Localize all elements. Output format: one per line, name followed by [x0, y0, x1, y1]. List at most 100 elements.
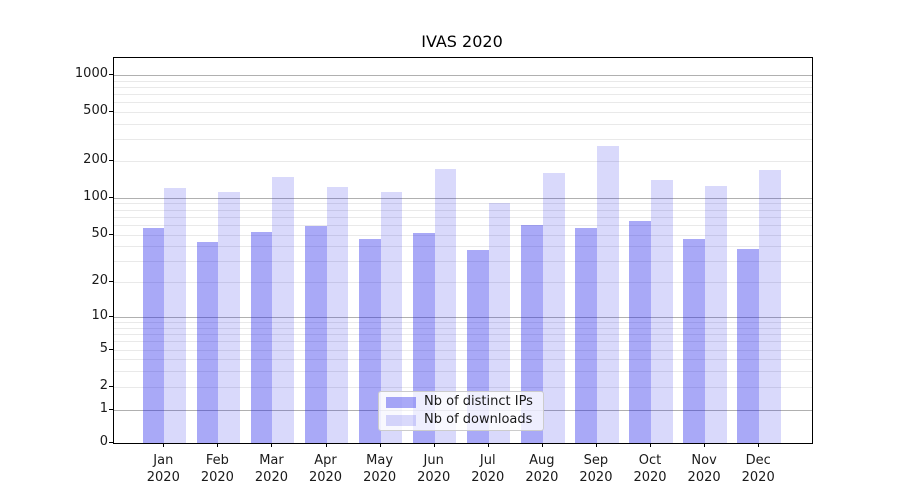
x-axis-tick [379, 443, 381, 447]
gridline-minor [114, 333, 812, 335]
bar-downloads [218, 191, 241, 443]
x-tick-label-line: 2020 [254, 470, 288, 485]
bar-distinct-ips [521, 224, 543, 443]
bar-downloads [651, 179, 673, 443]
y-tick-label: 1 [99, 401, 108, 416]
x-tick-label-line: Jan [153, 453, 174, 468]
bar-distinct-ips [629, 220, 651, 443]
gridline-minor [114, 139, 812, 141]
gridline-minor [114, 341, 812, 343]
gridline-minor [114, 260, 812, 262]
bar-downloads [596, 145, 619, 443]
bar-distinct-ips [250, 232, 273, 443]
y-tick-label: 1000 [74, 66, 108, 81]
bar-downloads [272, 176, 295, 443]
bar-downloads [488, 202, 511, 443]
bar-downloads [705, 185, 727, 443]
y-axis-tick [109, 196, 113, 198]
x-tick-label: Apr 2020 [296, 452, 356, 486]
plot-area [113, 57, 813, 444]
bar-distinct-ips [196, 242, 219, 443]
x-tick-label: Aug 2020 [512, 452, 572, 486]
x-tick-label-line: Feb [205, 453, 229, 468]
x-axis-tick [271, 443, 273, 447]
y-axis-tick [109, 316, 113, 317]
x-tick-label: May 2020 [350, 452, 410, 486]
bar-distinct-ips [304, 225, 327, 443]
bar-downloads [326, 186, 349, 443]
x-tick-label: Mar 2020 [241, 452, 301, 486]
x-tick-label: Jul 2020 [458, 452, 518, 486]
bar-downloads [759, 170, 781, 443]
y-axis-tick [109, 349, 113, 350]
x-tick-label-line: 2020 [417, 470, 451, 485]
bar-downloads [434, 168, 457, 443]
gridline-minor [114, 327, 812, 329]
gridline-minor [114, 370, 812, 372]
x-tick-label-line: Jun [423, 453, 444, 468]
x-tick-label-line: 2020 [525, 470, 559, 485]
gridline-minor [114, 203, 812, 205]
gridline-minor [114, 123, 812, 125]
x-tick-label-line: 2020 [579, 470, 613, 485]
bar-distinct-ips [737, 248, 760, 443]
x-tick-label-line: 2020 [741, 470, 775, 485]
legend-swatch-downloads [386, 414, 416, 426]
gridline-minor [114, 359, 812, 360]
y-axis-tick [109, 160, 113, 161]
x-tick-label-line: Apr [314, 453, 337, 468]
x-axis-tick [595, 443, 597, 447]
y-axis-tick [109, 233, 113, 235]
x-axis-tick [487, 443, 489, 447]
bar-downloads [380, 192, 403, 443]
y-tick-label: 0 [99, 434, 108, 449]
gridline-minor [114, 161, 812, 162]
x-tick-label-line: 2020 [146, 470, 180, 485]
x-tick-label: Dec 2020 [728, 452, 788, 486]
x-axis-tick [541, 443, 543, 447]
gridline-major [114, 197, 812, 199]
y-axis-tick [109, 409, 113, 410]
y-tick-label: 10 [91, 308, 108, 323]
x-tick-label-line: 2020 [633, 470, 667, 485]
x-tick-label-line: 2020 [308, 470, 343, 485]
gridline-minor [114, 93, 812, 95]
y-tick-label: 50 [91, 225, 108, 241]
x-axis-tick [758, 443, 760, 447]
x-tick-label: Nov 2020 [674, 452, 734, 486]
chart-title: IVAS 2020 [421, 32, 503, 51]
y-tick-label: 2 [99, 378, 108, 393]
legend-swatch-distinct-ips [386, 396, 416, 408]
bar-distinct-ips [142, 227, 165, 443]
gridline-minor [114, 246, 812, 248]
x-tick-label-line: 2020 [200, 470, 234, 485]
y-tick-label: 20 [91, 273, 108, 288]
x-tick-label-line: Jul [479, 453, 496, 468]
bar-downloads [164, 187, 186, 443]
x-tick-label-line: Aug [529, 453, 555, 468]
x-tick-label-line: Oct [638, 453, 662, 468]
x-axis-tick [325, 443, 327, 447]
y-axis-tick [109, 442, 113, 443]
y-axis-tick [109, 386, 113, 387]
y-tick-label: 100 [83, 188, 108, 204]
gridline-minor [114, 350, 812, 351]
x-tick-label-line: Mar [259, 453, 284, 468]
gridline-minor [114, 224, 812, 226]
legend-item-downloads: Nb of downloads [386, 412, 543, 428]
gridline-major [114, 75, 812, 76]
y-axis-tick [109, 110, 113, 112]
gridline-minor [114, 282, 812, 283]
x-tick-label: Sep 2020 [566, 452, 626, 486]
bar-distinct-ips [413, 233, 435, 443]
bar-distinct-ips [575, 227, 597, 443]
gridline-minor [114, 209, 812, 211]
bar-distinct-ips [683, 238, 706, 443]
legend: Nb of distinct IPs Nb of downloads [378, 391, 544, 431]
y-axis-tick [109, 74, 113, 75]
x-tick-label: Jun 2020 [404, 452, 464, 486]
bar-downloads [542, 173, 565, 443]
x-tick-label-line: May [366, 453, 394, 468]
x-tick-label-line: Dec [745, 453, 771, 468]
